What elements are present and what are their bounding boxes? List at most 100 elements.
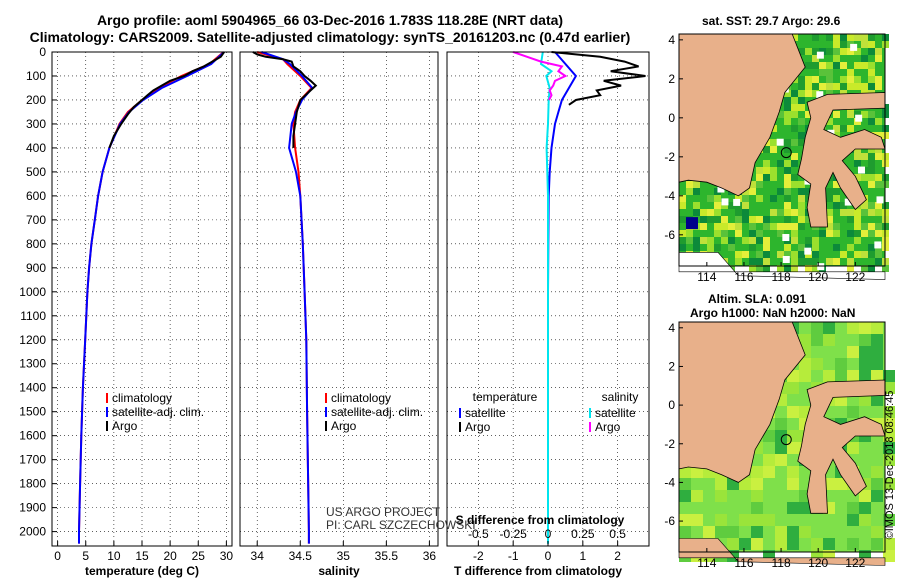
x-tick-label: 30 xyxy=(220,549,234,563)
sst-map-data-cell xyxy=(798,251,805,258)
sla-map-data-cell xyxy=(799,526,811,538)
legend-label: Argo xyxy=(465,420,491,434)
sst-map-data-cell xyxy=(784,202,791,209)
sst-map-data-cell xyxy=(763,160,770,167)
sst-map-data-cell xyxy=(798,90,805,97)
sst-map-data-cell xyxy=(805,76,812,83)
sst-map-data-cell xyxy=(826,258,833,265)
sst-map-lon-label: 118 xyxy=(772,270,791,284)
sst-map-data-cell xyxy=(868,174,875,181)
series-line xyxy=(78,51,225,544)
sla-map-data-cell xyxy=(703,526,715,538)
y-tick-label: 600 xyxy=(26,189,46,203)
sst-map-data-cell xyxy=(728,237,735,244)
sst-map-data-cell xyxy=(749,223,756,230)
sst-map-data-cell xyxy=(833,83,840,90)
sla-map-frame xyxy=(678,321,886,553)
sst-map-data-cell xyxy=(735,230,742,237)
sla-map-title-1: Altim. SLA: 0.091 xyxy=(708,292,807,306)
sst-map-data-cell xyxy=(714,223,721,230)
sst-map-data-cell xyxy=(840,83,847,90)
sst-map-data-cell xyxy=(735,216,742,223)
sst-map-data-cell xyxy=(861,55,868,62)
sst-map-data-cell xyxy=(861,62,868,69)
legend-label: satellite xyxy=(465,406,506,420)
sst-map-data-cell xyxy=(819,69,826,76)
sst-map-data-cell xyxy=(868,223,875,230)
sst-map-missing-cell xyxy=(850,43,858,51)
sst-map-data-cell xyxy=(721,237,728,244)
sst-map-data-cell xyxy=(770,146,777,153)
x2-tick-label: 0.25 xyxy=(571,527,595,541)
sla-map-data-cell xyxy=(883,454,895,466)
sst-map-data-cell xyxy=(798,48,805,55)
sla-map-sulawesi-land xyxy=(797,379,886,514)
sst-map-data-cell xyxy=(756,195,763,202)
sst-map-data-cell xyxy=(868,146,875,153)
sst-map-data-cell xyxy=(798,132,805,139)
sst-map-data-cell xyxy=(875,209,882,216)
sst-map-argo-position xyxy=(780,147,792,159)
sst-map-missing-cell xyxy=(857,166,865,174)
y-tick-label: 1000 xyxy=(19,285,46,299)
sst-map-data-cell xyxy=(777,209,784,216)
sla-map-data-cell xyxy=(763,514,775,526)
sst-map-data-cell xyxy=(833,125,840,132)
sst-map-data-cell xyxy=(784,167,791,174)
x2-tick-label: -0.5 xyxy=(468,527,489,541)
x-tick-label: 2 xyxy=(614,549,621,563)
sst-map-data-cell xyxy=(812,265,819,272)
sst-map-data-cell xyxy=(805,265,812,272)
sst-map-data-cell xyxy=(798,209,805,216)
sla-map-data-cell xyxy=(871,370,883,382)
sst-map-data-cell xyxy=(791,174,798,181)
sst-map-data-cell xyxy=(812,55,819,62)
sla-map-data-cell xyxy=(715,490,727,502)
sla-map-data-cell xyxy=(823,538,835,550)
sst-map-data-cell xyxy=(826,62,833,69)
sst-map-data-cell xyxy=(679,216,686,223)
sst-map-data-cell xyxy=(791,125,798,132)
sst-map-data-cell xyxy=(798,202,805,209)
sst-map-data-cell xyxy=(784,209,791,216)
sla-map-lat-label: -6 xyxy=(664,514,675,528)
sla-map-title-2: Argo h1000: NaN h2000: NaN xyxy=(690,306,856,320)
sla-map-lat-label: -4 xyxy=(664,475,675,489)
sst-map-data-cell xyxy=(840,209,847,216)
series-line xyxy=(261,51,314,544)
sst-map-data-cell xyxy=(868,34,875,41)
legend-label: climatology xyxy=(331,391,391,405)
sst-map-data-cell xyxy=(686,230,693,237)
sla-map-argo-position xyxy=(780,434,792,446)
sla-map-data-cell xyxy=(775,442,787,454)
sla-map-data-cell xyxy=(883,418,895,430)
sla-map-data-cell xyxy=(751,502,763,514)
sst-map-data-cell xyxy=(854,223,861,230)
sla-map-data-cell xyxy=(883,406,895,418)
sst-map-data-cell xyxy=(721,223,728,230)
sla-map-data-cell xyxy=(775,418,787,430)
sst-map-data-cell xyxy=(868,153,875,160)
sla-map-data-cell xyxy=(715,514,727,526)
sst-map-data-cell xyxy=(805,62,812,69)
x-tick-label: 20 xyxy=(163,549,177,563)
sst-map-missing-cell xyxy=(816,51,824,59)
sst-map-data-cell xyxy=(805,83,812,90)
sst-map-data-cell xyxy=(833,181,840,188)
sst-map-data-cell xyxy=(840,125,847,132)
sst-map-data-cell xyxy=(854,146,861,153)
sst-map-lon-label: 120 xyxy=(808,270,828,284)
sst-map-data-cell xyxy=(714,230,721,237)
sst-map-data-cell xyxy=(791,258,798,265)
sst-map-data-cell xyxy=(826,209,833,216)
y-tick-label: 300 xyxy=(26,117,46,131)
sst-map-data-cell xyxy=(861,223,868,230)
sst-map-data-cell xyxy=(763,244,770,251)
sst-map-data-cell xyxy=(735,195,742,202)
sla-map-data-cell xyxy=(847,322,859,334)
sst-map-data-cell xyxy=(749,230,756,237)
sla-map-data-cell xyxy=(859,370,871,382)
sst-map-data-cell xyxy=(693,181,700,188)
sst-map-data-cell xyxy=(679,230,686,237)
sst-map-data-cell xyxy=(840,202,847,209)
